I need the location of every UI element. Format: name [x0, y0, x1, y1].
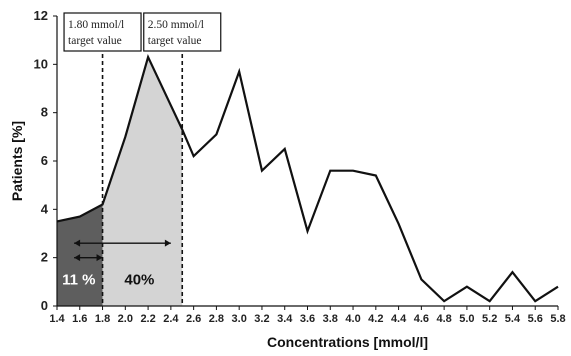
y-tick-label: 12	[34, 8, 48, 23]
x-tick-label: 5.8	[550, 313, 565, 325]
y-tick-label: 4	[41, 201, 49, 216]
x-tick-label: 2.0	[118, 313, 133, 325]
y-tick-label: 6	[41, 153, 48, 168]
double-arrow-1	[74, 254, 103, 262]
x-tick-label: 2.4	[163, 313, 179, 325]
target-lines	[101, 54, 184, 306]
x-tick-label: 3.2	[254, 313, 269, 325]
arrow-head-right	[164, 239, 171, 247]
x-tick-label: 4.8	[436, 313, 451, 325]
y-tick-label: 2	[41, 250, 48, 265]
arrow-head-left	[74, 254, 81, 262]
x-axis-title: Concentrations [mmol/l]	[267, 334, 428, 350]
target-box-2	[143, 12, 222, 52]
pct-label-dark: 11 %	[62, 271, 95, 288]
x-tick-label: 5.6	[528, 313, 543, 325]
x-tick-label: 1.8	[95, 313, 110, 325]
x-tick-label: 4.4	[391, 313, 407, 325]
x-tick-label: 1.4	[49, 313, 65, 325]
x-tick-label: 4.6	[414, 313, 429, 325]
x-tick-label: 3.4	[277, 313, 293, 325]
target-box-line1: 2.50 mmol/l	[148, 19, 204, 31]
target-box-1	[63, 12, 142, 52]
x-tick-label: 3.6	[300, 313, 315, 325]
double-arrow-2	[74, 239, 171, 247]
tick-labels: 0 2 4 6 8 10 12 1.4 1.6 1.8 2.0 2.2 2.4 2.6 2.8 3.0 3.2 3…	[34, 8, 566, 325]
x-tick-label: 1.6	[72, 313, 87, 325]
annotations: 1.80 mmol/l target value 2.50 mmol/l target…	[62, 12, 222, 288]
x-tick-label: 2.8	[209, 313, 224, 325]
x-tick-label: 3.8	[323, 313, 338, 325]
target-box-line2: target value	[148, 35, 202, 47]
arrow-head-left	[74, 239, 81, 247]
target-box-line2: target value	[68, 35, 122, 47]
shaded-regions	[57, 57, 183, 307]
y-tick-label: 0	[41, 298, 48, 313]
shaded-region-2	[102, 57, 183, 307]
x-tick-label: 2.2	[140, 313, 155, 325]
series-line	[56, 53, 559, 303]
x-tick-label: 4.2	[368, 313, 383, 325]
pct-label-light: 40%	[124, 271, 154, 288]
data-line	[56, 53, 559, 303]
y-tick-label: 8	[41, 105, 48, 120]
x-tick-label: 4.0	[345, 313, 360, 325]
y-tick-label: 10	[34, 56, 48, 71]
y-axis-title: Patients [%]	[9, 121, 25, 201]
x-tick-label: 5.4	[505, 313, 521, 325]
x-tick-label: 5.2	[482, 313, 497, 325]
x-tick-label: 5.0	[459, 313, 474, 325]
target-box-line1: 1.80 mmol/l	[68, 19, 124, 31]
x-tick-label: 3.0	[232, 313, 247, 325]
arrow-head-right	[96, 254, 103, 262]
x-tick-label: 2.6	[186, 313, 201, 325]
